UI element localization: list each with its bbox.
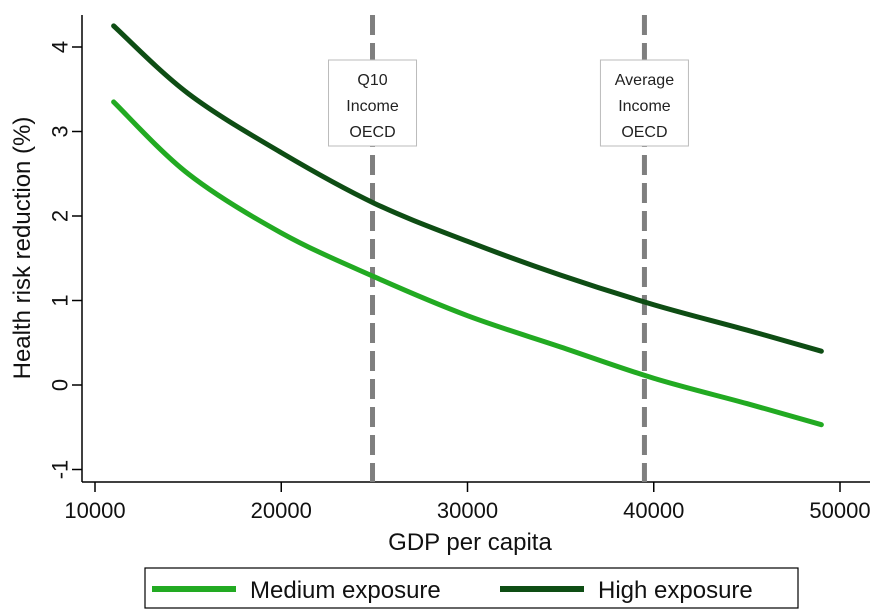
y-tick-label: 1 [48,294,73,306]
reference-lines: Q10 Income OECD Average Income OECD [328,15,689,482]
legend-label-high-exposure: High exposure [598,577,753,604]
reference-label-text: OECD [349,124,395,141]
x-axis-ticks: 10000 20000 30000 40000 50000 [64,482,871,523]
series-line-medium-exposure [111,99,824,428]
y-tick-label: -1 [48,460,73,480]
legend-box [144,567,799,609]
x-axis-title: GDP per capita [388,529,552,556]
x-tick-label: 30000 [437,498,498,523]
series-line-high-exposure [111,23,824,354]
reference-label-text: Average [615,72,674,89]
reference-label-text: Income [346,98,399,115]
y-tick-label: 4 [48,41,73,53]
reference-label-box [599,59,689,147]
y-axis-title: Health risk reduction (%) [9,117,36,380]
y-tick-label: 2 [48,210,73,222]
legend: Medium exposure High exposure [144,567,799,609]
x-tick-label: 40000 [623,498,684,523]
x-tick-label: 10000 [64,498,125,523]
plot-area [81,15,870,483]
y-tick-label: 0 [48,379,73,391]
x-tick-label: 20000 [251,498,312,523]
reference-label-text: Income [618,98,671,115]
reference-label-box [328,59,418,147]
y-tick-label: 3 [48,125,73,137]
series-lines [111,23,824,428]
y-axis-ticks: -1 0 1 2 3 4 [48,41,82,480]
x-tick-label: 50000 [809,498,870,523]
reference-label-text: OECD [621,124,667,141]
reference-label-text: Q10 [357,72,387,89]
legend-label-medium-exposure: Medium exposure [250,577,441,604]
